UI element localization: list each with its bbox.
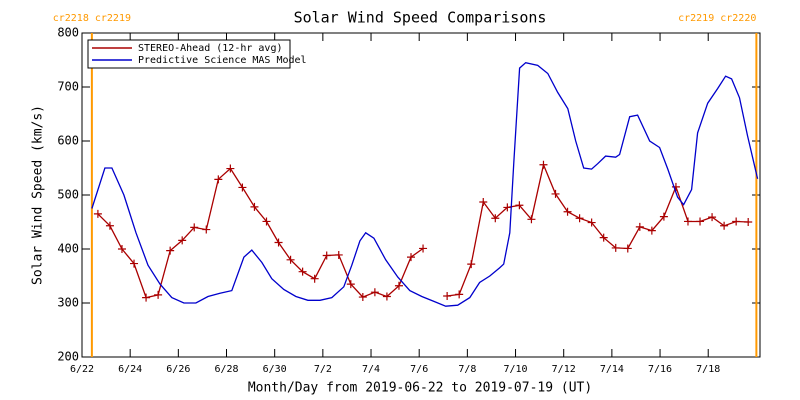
point-marker bbox=[346, 280, 355, 289]
x-tick-label: 6/22 bbox=[70, 364, 94, 375]
x-tick-label: 7/8 bbox=[458, 364, 476, 375]
x-axis-label: Month/Day from 2019-06-22 to 2019-07-19 … bbox=[248, 381, 592, 396]
point-marker bbox=[130, 259, 139, 268]
point-marker bbox=[491, 214, 500, 223]
y-tick-label: 200 bbox=[57, 350, 79, 364]
point-marker bbox=[744, 218, 753, 226]
point-marker bbox=[708, 213, 717, 222]
chart-title: Solar Wind Speed Comparisons bbox=[294, 9, 547, 27]
x-tick-label: 6/28 bbox=[214, 364, 238, 375]
x-tick-label: 7/14 bbox=[600, 364, 624, 375]
point-marker bbox=[322, 251, 331, 260]
point-marker bbox=[623, 244, 632, 253]
point-marker bbox=[647, 226, 656, 235]
point-marker bbox=[732, 217, 741, 226]
x-tick-label: 7/2 bbox=[314, 364, 332, 375]
x-tick-label: 7/4 bbox=[362, 364, 380, 375]
point-marker bbox=[190, 223, 199, 232]
x-tick-label: 7/16 bbox=[648, 364, 672, 375]
point-marker bbox=[671, 182, 680, 191]
y-tick-label: 300 bbox=[57, 296, 79, 310]
point-marker bbox=[551, 189, 560, 198]
point-marker bbox=[154, 290, 163, 299]
point-marker bbox=[611, 243, 620, 252]
point-marker bbox=[214, 175, 223, 184]
point-marker bbox=[539, 160, 548, 169]
point-marker bbox=[575, 214, 584, 223]
point-marker bbox=[419, 244, 428, 253]
point-marker bbox=[202, 225, 211, 234]
carrington-label: cr2219 cr2220 bbox=[678, 13, 756, 24]
point-marker bbox=[370, 288, 379, 297]
series-line bbox=[91, 61, 759, 307]
point-marker bbox=[527, 215, 536, 224]
x-tick-label: 6/30 bbox=[263, 364, 287, 375]
point-marker bbox=[117, 245, 126, 253]
point-marker bbox=[635, 222, 644, 231]
point-marker bbox=[443, 291, 452, 300]
point-marker bbox=[238, 183, 247, 192]
point-marker bbox=[394, 281, 403, 290]
x-tick-label: 7/10 bbox=[503, 364, 527, 375]
carrington-label: cr2218 cr2219 bbox=[53, 13, 131, 24]
x-tick-label: 6/26 bbox=[166, 364, 190, 375]
point-marker bbox=[563, 207, 572, 216]
y-axis-label: Solar Wind Speed (km/s) bbox=[31, 105, 46, 285]
y-tick-label: 400 bbox=[57, 242, 79, 256]
point-marker bbox=[515, 201, 524, 210]
point-marker bbox=[467, 260, 476, 269]
point-marker bbox=[407, 253, 416, 262]
point-marker bbox=[720, 221, 729, 230]
point-marker bbox=[105, 221, 114, 230]
point-marker bbox=[166, 246, 175, 255]
point-marker bbox=[479, 198, 488, 207]
legend-label: STEREO-Ahead (12-hr avg) bbox=[138, 43, 283, 54]
y-tick-label: 600 bbox=[57, 134, 79, 148]
point-marker bbox=[274, 238, 283, 247]
legend-box bbox=[87, 39, 291, 69]
point-marker bbox=[178, 236, 187, 245]
point-marker bbox=[286, 255, 295, 264]
point-marker bbox=[298, 267, 307, 276]
point-marker bbox=[334, 250, 343, 259]
x-tick-label: 7/12 bbox=[552, 364, 576, 375]
y-tick-label: 800 bbox=[57, 26, 79, 40]
point-marker bbox=[358, 293, 367, 302]
y-tick-label: 700 bbox=[57, 80, 79, 94]
point-marker bbox=[683, 217, 692, 226]
point-marker bbox=[226, 164, 235, 173]
point-marker bbox=[503, 203, 512, 212]
x-tick-label: 7/18 bbox=[696, 364, 720, 375]
x-tick-label: 6/24 bbox=[118, 364, 142, 375]
point-marker bbox=[382, 292, 391, 301]
point-marker bbox=[455, 290, 464, 299]
point-marker bbox=[587, 218, 596, 227]
series-line bbox=[97, 167, 424, 299]
legend-label: Predictive Science MAS Model bbox=[138, 55, 307, 66]
x-tick-label: 7/6 bbox=[410, 364, 428, 375]
point-marker bbox=[93, 209, 102, 218]
y-tick-label: 500 bbox=[57, 188, 79, 202]
point-marker bbox=[599, 233, 608, 242]
point-marker bbox=[696, 217, 705, 226]
point-marker bbox=[142, 293, 151, 302]
point-marker bbox=[310, 274, 319, 283]
point-marker bbox=[250, 202, 259, 211]
point-marker bbox=[262, 217, 271, 226]
point-marker bbox=[659, 212, 668, 221]
